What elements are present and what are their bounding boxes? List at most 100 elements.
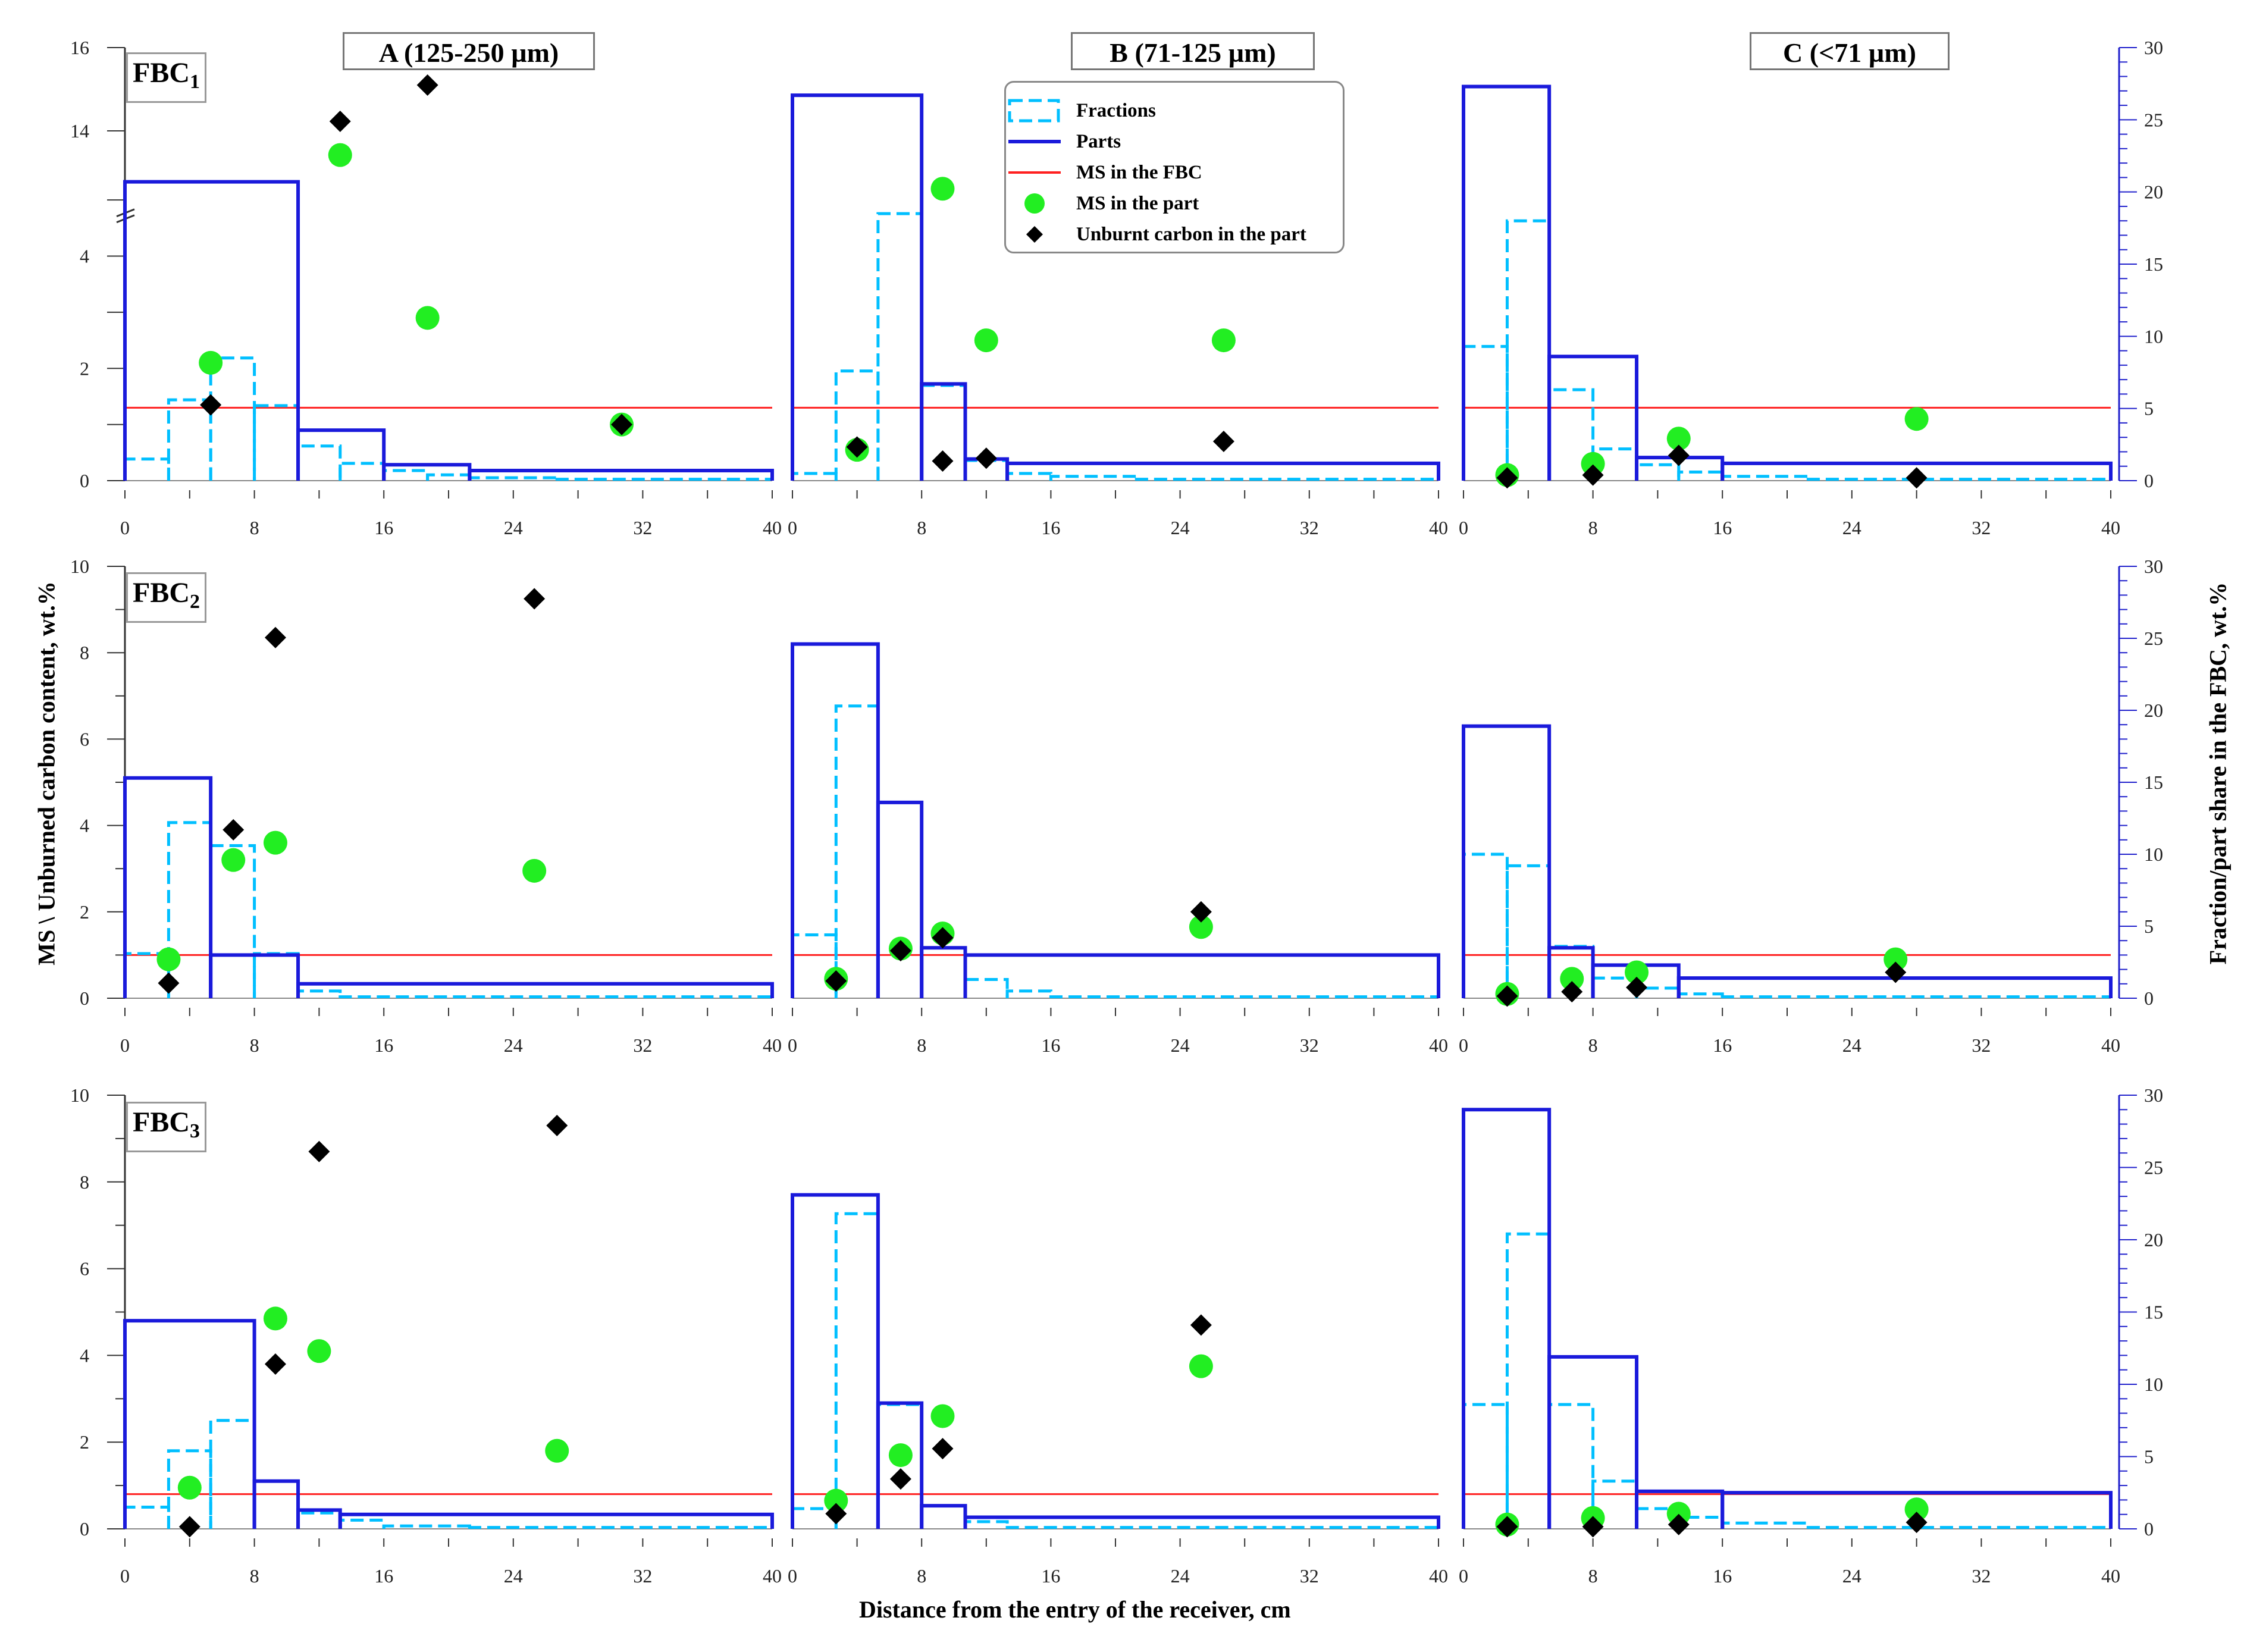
unburnt-point (264, 626, 286, 648)
ms-part-point (1189, 915, 1213, 939)
left-axis-tick-label: 4 (80, 1344, 89, 1366)
right-axis-tick-label: 10 (2144, 325, 2163, 347)
ms-part-point (177, 1475, 202, 1500)
fraction-bar (1505, 864, 1551, 998)
x-axis-tick-label: 8 (250, 1565, 259, 1587)
x-axis-tick-label: 40 (2101, 1565, 2120, 1587)
right-axis-tick-label: 0 (2144, 1518, 2154, 1540)
row-label-text: FBC (133, 1106, 190, 1138)
legend-label: Fractions (1076, 100, 1156, 121)
legend-label: Parts (1076, 131, 1121, 152)
part-bar (1720, 1491, 2113, 1529)
ms-part-point (930, 177, 955, 201)
part-bar (963, 1515, 1440, 1529)
legend-label: MS in the FBC (1076, 162, 1202, 183)
fraction-bar (1005, 472, 1052, 481)
x-axis-tick-label: 32 (633, 1565, 652, 1587)
panel-1-a (123, 74, 774, 481)
ms-part-point (1904, 1497, 1929, 1522)
panel-1-b (791, 93, 1440, 481)
x-axis-tick-label: 40 (1429, 1565, 1448, 1587)
x-axis-tick-label: 32 (1972, 1565, 1991, 1587)
x-axis-tick-label: 0 (1459, 517, 1468, 538)
x-axis-title: Distance from the entry of the receiver,… (859, 1596, 1291, 1623)
ms-part-point (263, 830, 287, 855)
unburnt-point (611, 413, 633, 435)
left-axis-tick-label: 2 (80, 901, 89, 923)
x-axis-tick-label: 32 (1300, 1035, 1319, 1056)
unburnt-point (1212, 430, 1234, 452)
fraction-bar (209, 1419, 256, 1529)
part-bar (1462, 84, 1552, 481)
part-bar (920, 1504, 967, 1529)
x-axis-tick-label: 8 (1588, 1565, 1598, 1587)
right-axis-tick-label: 5 (2144, 398, 2154, 419)
part-bar (123, 776, 213, 998)
left-axis-tick-label: 0 (80, 470, 89, 491)
legend-label: MS in the part (1076, 193, 1199, 214)
fraction-bar (876, 212, 923, 481)
part-bar (791, 1193, 880, 1529)
right-axis-tick-label: 30 (2144, 1084, 2163, 1106)
fraction-bar (834, 369, 880, 481)
panel-3-a (123, 1115, 774, 1538)
unburnt-point (1582, 1516, 1604, 1538)
unburnt-point (1906, 467, 1928, 489)
ms-part-point (888, 1443, 913, 1468)
x-axis-tick-label: 32 (1300, 1565, 1319, 1587)
fraction-bar (253, 952, 300, 998)
right-axis-tick-label: 10 (2144, 1374, 2163, 1395)
x-axis-tick-label: 16 (1713, 517, 1732, 538)
x-axis-tick-label: 0 (120, 1035, 130, 1056)
fraction-bar (209, 356, 256, 481)
legend-label: Unburnt carbon in the part (1076, 224, 1306, 245)
unburnt-point (329, 111, 351, 133)
part-bar (123, 1319, 256, 1529)
unburnt-point (1668, 444, 1690, 466)
unburnt-point (178, 1516, 200, 1538)
right-axis-title: Fraction/part share in the FBC, wt.% (2204, 582, 2232, 965)
fraction-bar (382, 469, 430, 481)
unburnt-point (975, 447, 997, 469)
unburnt-point (1190, 1314, 1212, 1336)
x-axis-tick-label: 32 (1972, 1035, 1991, 1056)
x-axis-tick-label: 0 (788, 1035, 797, 1056)
row-label-text: FBC (133, 577, 190, 609)
fraction-bar (426, 473, 471, 481)
ms-part-point (1211, 328, 1236, 353)
x-axis-tick-label: 32 (633, 517, 652, 538)
fraction-bar (253, 404, 300, 481)
right-axis-tick-label: 20 (2144, 1229, 2163, 1250)
ms-part-point (930, 1404, 955, 1428)
left-axis-tick-label: 4 (80, 815, 89, 836)
right-axis-tick-label: 25 (2144, 1157, 2163, 1178)
row-label-fbc3: FBC3 (126, 1102, 206, 1152)
right-axis-tick-label: 15 (2144, 253, 2163, 275)
fraction-bar (1049, 995, 1440, 999)
fraction-bar (1635, 463, 1681, 481)
unburnt-point (222, 819, 245, 841)
unburnt-point (416, 74, 438, 96)
ms-part-point (1581, 452, 1605, 476)
fraction-bar (339, 1518, 386, 1529)
fraction-bar (1806, 478, 2113, 481)
x-axis-tick-label: 40 (763, 517, 782, 538)
ms-part-point (1625, 960, 1649, 985)
fraction-bar (296, 989, 342, 998)
fraction-bar (1806, 1526, 2113, 1529)
left-axis-title: MS \ Unburned carbon content, wt.% (33, 581, 60, 966)
x-axis-tick-label: 0 (1459, 1035, 1468, 1056)
fraction-bar (253, 1479, 300, 1529)
ms-part-point (328, 143, 352, 167)
x-axis-tick-label: 16 (1713, 1565, 1732, 1587)
fraction-bar (468, 1526, 774, 1529)
fraction-bar (964, 1520, 1009, 1529)
legend: Fractions Parts MS in the FBC MS in the … (1004, 81, 1345, 253)
ms-part-point (199, 350, 223, 375)
x-axis-tick-label: 24 (1842, 517, 1861, 538)
unburnt-point (932, 927, 954, 949)
row-axes-3 (107, 1095, 2137, 1547)
unburnt-point (846, 436, 868, 458)
x-axis-tick-label: 16 (374, 1035, 393, 1056)
